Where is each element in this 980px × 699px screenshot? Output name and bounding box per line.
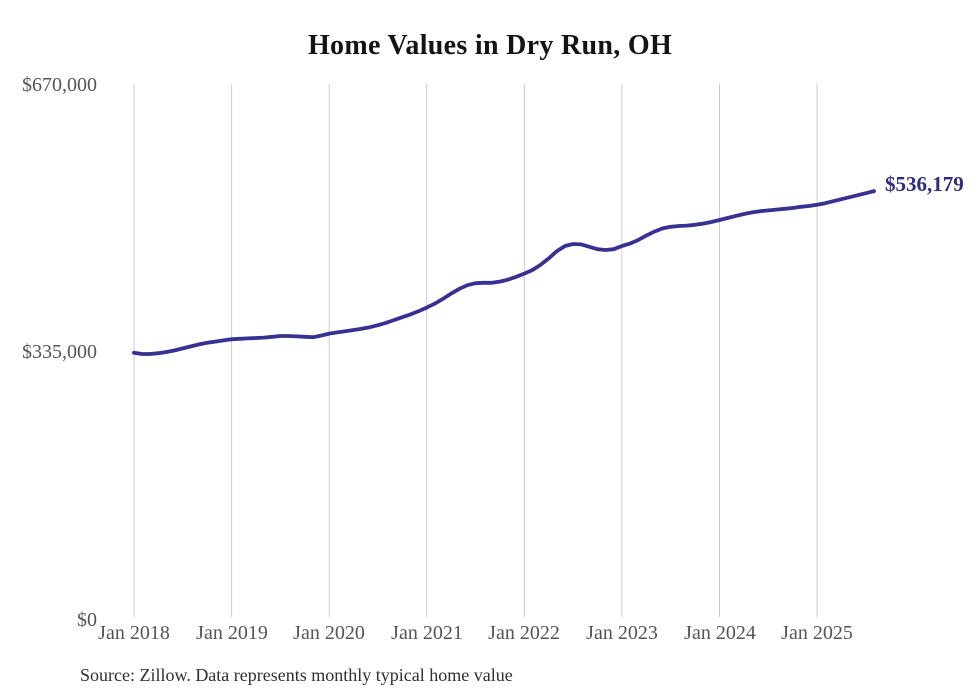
x-axis-label-jan-2025: Jan 2025 (781, 622, 853, 644)
x-axis-label-jan-2023: Jan 2023 (586, 622, 658, 644)
x-axis-label-jan-2018: Jan 2018 (98, 622, 170, 644)
x-axis-label-jan-2020: Jan 2020 (293, 622, 365, 644)
home-value-line (132, 189, 876, 356)
x-axis-label-jan-2021: Jan 2021 (391, 622, 463, 644)
chart-title: Home Values in Dry Run, OH (307, 30, 673, 61)
y-axis-label-0: $0 (77, 609, 97, 631)
y-axis-label-335000: $335,000 (22, 341, 97, 363)
current-value-label: $536,179 (885, 172, 964, 196)
x-axis-label-jan-2024: Jan 2024 (684, 622, 756, 644)
source-note: Source: Zillow. Data represents monthly … (80, 665, 513, 685)
y-axis-label-670000: $670,000 (22, 74, 97, 96)
x-axis-label-jan-2019: Jan 2019 (196, 622, 268, 644)
x-axis-label-jan-2022: Jan 2022 (488, 622, 560, 644)
